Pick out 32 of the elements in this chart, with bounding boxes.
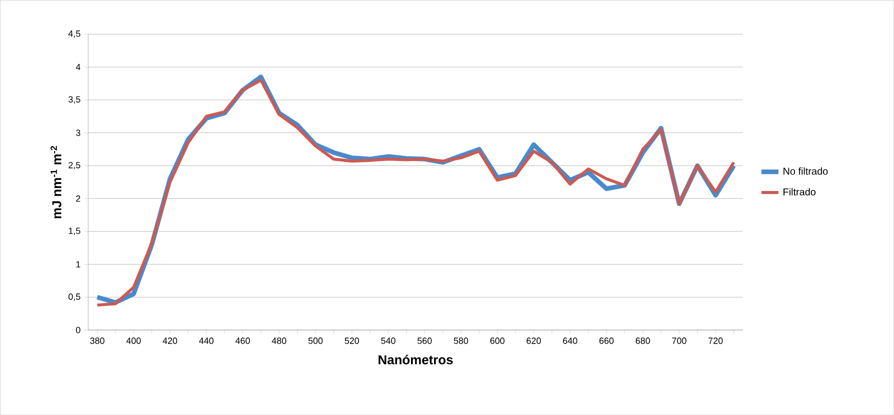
y-tick-label: 3,5 xyxy=(68,96,80,104)
y-tick-label: 0 xyxy=(76,326,80,334)
x-tick-label: 660 xyxy=(599,337,614,344)
y-tick-label: 4,5 xyxy=(68,30,80,38)
x-tick-label: 540 xyxy=(381,337,396,344)
x-tick-label: 380 xyxy=(90,337,104,344)
x-tick-label: 640 xyxy=(563,337,578,344)
y-tick-label: 1 xyxy=(76,261,80,268)
x-tick-label: 580 xyxy=(454,337,468,344)
x-tick-label: 400 xyxy=(126,337,141,344)
y-tick-label: 1,5 xyxy=(68,228,80,235)
x-axis-title: Nanómetros xyxy=(378,354,453,364)
x-tick-label: 460 xyxy=(235,337,250,344)
x-tick-label: 440 xyxy=(199,337,214,344)
y-axis-title: mJ nm$^{-1}$ m$^{-2}$ xyxy=(50,146,62,218)
y-tick-label: 2 xyxy=(76,195,80,202)
y-tick-label: 4 xyxy=(76,64,80,70)
y-tick-label: 2,5 xyxy=(68,162,80,170)
x-tick-label: 680 xyxy=(636,337,650,344)
x-tick-label: 560 xyxy=(417,337,432,344)
y-tick-label: 3 xyxy=(76,130,80,136)
x-tick-label: 520 xyxy=(344,337,359,344)
legend-label: Filtrado xyxy=(784,188,816,196)
y-tick-label: 0,5 xyxy=(68,293,80,301)
x-tick-label: 720 xyxy=(708,337,723,344)
x-tick-label: 500 xyxy=(308,337,323,344)
x-tick-label: 700 xyxy=(672,337,686,344)
x-tick-label: 420 xyxy=(162,337,178,344)
x-tick-label: 600 xyxy=(490,337,504,344)
legend-label: No filtrado xyxy=(784,167,828,175)
x-tick-label: 620 xyxy=(526,337,541,344)
x-tick-label: 480 xyxy=(272,337,286,344)
